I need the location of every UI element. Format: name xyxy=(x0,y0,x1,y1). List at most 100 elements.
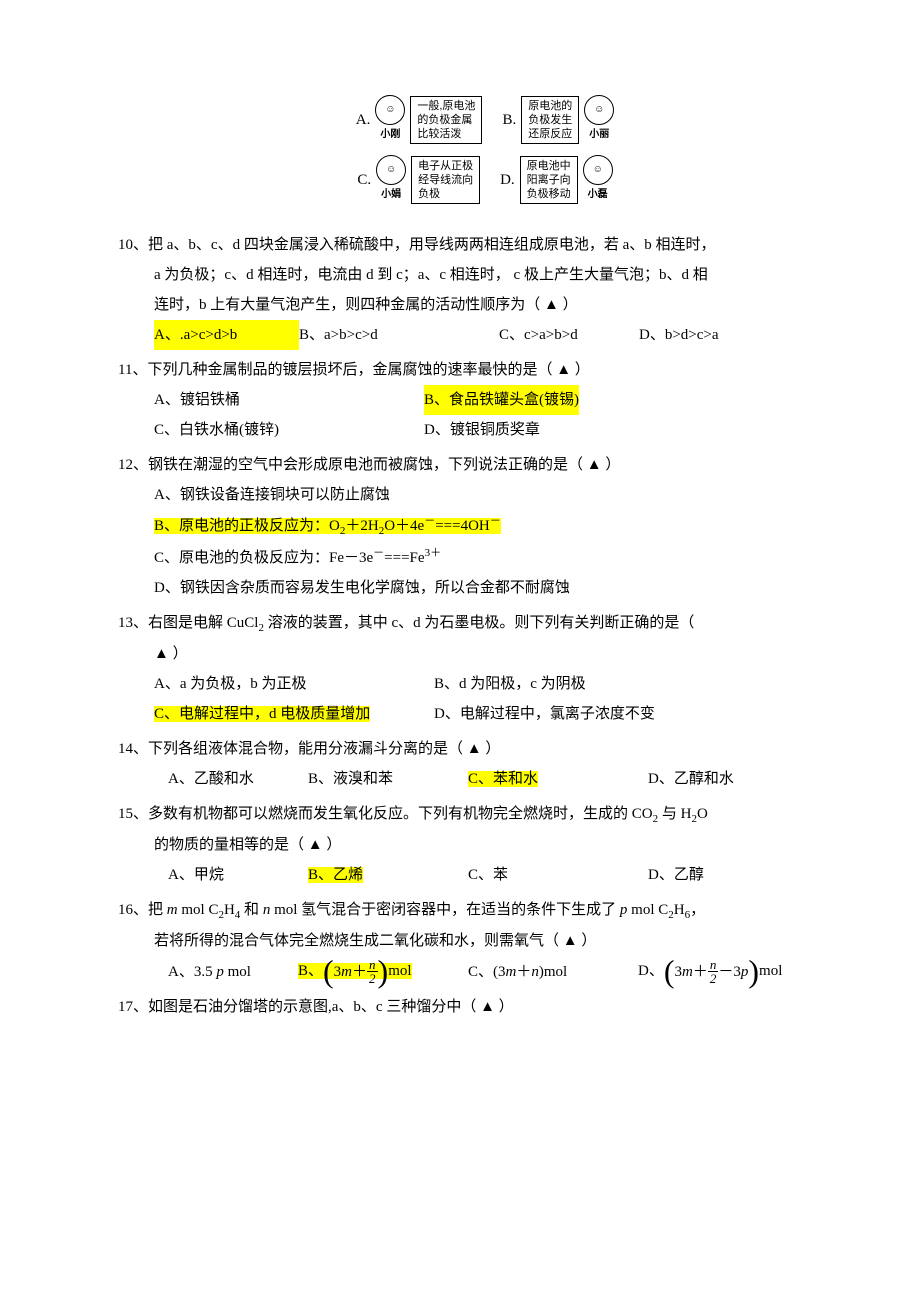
q13-opt-a: A、a 为负极，b 为正极 xyxy=(154,669,434,699)
avatar-a: ☺ xyxy=(375,95,405,125)
q16a-post: mol xyxy=(224,964,251,980)
q11-opt-a: A、镀铝铁桶 xyxy=(154,385,424,415)
q12-opt-c: C、原电池的负极反应为：Fe－3e－===Fe3＋ xyxy=(118,542,802,573)
speech-c: 电子从正极经导线流向负极 xyxy=(411,156,480,205)
q16-opt-c: C、(3m＋n)mol xyxy=(468,957,638,987)
q10-opt-b: B、a>b>c>d xyxy=(299,320,499,350)
question-10: 10、把 a、b、c、d 四块金属浸入稀硫酸中，用导线两两相连组成原电池，若 a… xyxy=(118,230,802,350)
q15-l1-post: O xyxy=(697,806,708,822)
q14-opt-a: A、乙酸和水 xyxy=(168,764,308,794)
q16d-post: mol xyxy=(759,963,782,979)
q11-options-row2: C、白铁水桶(镀锌) D、镀银铜质奖章 xyxy=(118,415,802,445)
q16b-pre: B、 xyxy=(298,963,323,979)
q12b-p4: ===4OH xyxy=(435,518,490,534)
avatar-d: ☺ xyxy=(583,155,613,185)
q13-l1-post: 溶液的装置，其中 c、d 为石墨电极。则下列有关判断正确的是（ xyxy=(264,615,694,631)
q13-options-row2: C、电解过程中，d 电极质量增加 D、电解过程中，氯离子浓度不变 xyxy=(118,699,802,729)
q14-opt-c-wrap: C、苯和水 xyxy=(468,764,648,794)
q10-line2: a 为负极；c、d 相连时，电流由 d 到 c；a、c 相连时， c 极上产生大… xyxy=(118,260,802,290)
diagram-item-b: B. 原电池的负极发生还原反应 ☺ 小丽 xyxy=(502,95,614,145)
q12b-p2: ＋2H xyxy=(345,518,378,534)
label-d: D. xyxy=(500,165,515,195)
q15-l1-mid: 与 H xyxy=(658,806,691,822)
q16-l1-f: mol C xyxy=(627,902,668,918)
q10-opt-a: A、.a>c>d>b xyxy=(154,320,299,350)
label-c: C. xyxy=(357,165,371,195)
q15-opt-a: A、甲烷 xyxy=(168,860,308,890)
question-17: 17、如图是石油分馏塔的示意图,a、b、c 三种馏分中（ ▲ ） xyxy=(118,992,802,1022)
q14-line1: 14、下列各组液体混合物，能用分液漏斗分离的是（ ▲ ） xyxy=(118,734,802,764)
q13-l1-pre: 13、右图是电解 CuCl xyxy=(118,615,258,631)
q11-options-row1: A、镀铝铁桶 B、食品铁罐头盒(镀锡) xyxy=(118,385,802,415)
q13-options-row1: A、a 为负极，b 为正极 B、d 为阳极，c 为阴极 xyxy=(118,669,802,699)
q12-line1: 12、钢铁在潮湿的空气中会形成原电池而被腐蚀，下列说法正确的是（ ▲ ） xyxy=(118,450,802,480)
diagram-row-1: A. ☺ 小刚 一般,原电池的负极金属比较活泼 B. 原电池的负极发生还原反应 … xyxy=(356,95,614,145)
question-12: 12、钢铁在潮湿的空气中会形成原电池而被腐蚀，下列说法正确的是（ ▲ ） A、钢… xyxy=(118,450,802,603)
q16c-post: )mol xyxy=(539,964,567,980)
q16-line1: 16、把 m mol C2H4 和 n mol 氢气混合于密闭容器中，在适当的条… xyxy=(118,895,802,926)
diagram-item-d: D. 原电池中阳离子向负极移动 ☺ 小磊 xyxy=(500,155,613,205)
q11-opt-c: C、白铁水桶(镀锌) xyxy=(154,415,424,445)
question-13: 13、右图是电解 CuCl2 溶液的装置，其中 c、d 为石墨电极。则下列有关判… xyxy=(118,608,802,729)
q9-diagram: A. ☺ 小刚 一般,原电池的负极金属比较活泼 B. 原电池的负极发生还原反应 … xyxy=(168,90,802,210)
q15-opt-b: B、乙烯 xyxy=(308,867,363,883)
q10-line3: 连时，b 上有大量气泡产生，则四种金属的活动性顺序为（ ▲ ） xyxy=(118,290,802,320)
q15-opt-d: D、乙醇 xyxy=(648,860,704,890)
avatar-name-d: 小磊 xyxy=(588,185,608,205)
q15-options: A、甲烷 B、乙烯 C、苯 D、乙醇 xyxy=(118,860,802,890)
q11-opt-d: D、镀银铜质奖章 xyxy=(424,415,540,445)
avatar-name-c: 小娟 xyxy=(381,185,401,205)
diagram-row-2: C. ☺ 小娟 电子从正极经导线流向负极 D. 原电池中阳离子向负极移动 ☺ 小… xyxy=(357,155,612,205)
q16-l1-h: ， xyxy=(690,902,705,918)
q12c-p1: C、原电池的负极反应为：Fe－3e xyxy=(154,550,373,566)
q16-l1-b: mol C xyxy=(178,902,219,918)
q13-opt-c: C、电解过程中，d 电极质量增加 xyxy=(154,706,370,722)
q12-opt-d: D、钢铁因含杂质而容易发生电化学腐蚀，所以合金都不耐腐蚀 xyxy=(118,573,802,603)
q12-opt-b-wrap: B、原电池的正极反应为：O2＋2H2O＋4e－===4OH－ xyxy=(118,510,802,542)
q15-opt-b-wrap: B、乙烯 xyxy=(308,860,468,890)
q12b-p1: B、原电池的正极反应为：O xyxy=(154,518,340,534)
q16-l1-e: mol 氢气混合于密闭容器中，在适当的条件下生成了 xyxy=(270,902,620,918)
label-a: A. xyxy=(356,105,371,135)
q10-opt-c: C、c>a>b>d xyxy=(499,320,639,350)
q13-opt-d: D、电解过程中，氯离子浓度不变 xyxy=(434,699,655,729)
q13-line1: 13、右图是电解 CuCl2 溶液的装置，其中 c、d 为石墨电极。则下列有关判… xyxy=(118,608,802,639)
q16a-pre: A、3.5 xyxy=(168,964,216,980)
q16c-pre: C、(3 xyxy=(468,964,506,980)
q13-opt-c-wrap: C、电解过程中，d 电极质量增加 xyxy=(154,699,434,729)
q16-l1-a: 16、把 xyxy=(118,902,167,918)
q16-opt-d: D、(3m＋n2－3p)mol xyxy=(638,956,782,987)
speech-d: 原电池中阳离子向负极移动 xyxy=(520,156,578,205)
diagram-item-a: A. ☺ 小刚 一般,原电池的负极金属比较活泼 xyxy=(356,95,483,145)
question-14: 14、下列各组液体混合物，能用分液漏斗分离的是（ ▲ ） A、乙酸和水 B、液溴… xyxy=(118,734,802,794)
q15-line1: 15、多数有机物都可以燃烧而发生氧化反应。下列有机物完全燃烧时，生成的 CO2 … xyxy=(118,799,802,830)
q15-l1-pre: 15、多数有机物都可以燃烧而发生氧化反应。下列有机物完全燃烧时，生成的 CO xyxy=(118,806,653,822)
q16-options: A、3.5 p mol B、(3m＋n2)mol C、(3m＋n)mol D、(… xyxy=(118,956,802,987)
q13-line2: ▲ ） xyxy=(118,639,802,669)
q16-l1-g: H xyxy=(674,902,685,918)
q10-line1: 10、把 a、b、c、d 四块金属浸入稀硫酸中，用导线两两相连组成原电池，若 a… xyxy=(118,230,802,260)
q17-line1: 17、如图是石油分馏塔的示意图,a、b、c 三种馏分中（ ▲ ） xyxy=(118,992,802,1022)
q16-l1-c: H xyxy=(224,902,235,918)
q16-l1-d: 和 xyxy=(240,902,263,918)
q11-line1: 11、下列几种金属制品的镀层损坏后，金属腐蚀的速率最快的是（ ▲ ） xyxy=(118,355,802,385)
q16d-pre: D、 xyxy=(638,963,664,979)
q16-line2: 若将所得的混合气体完全燃烧生成二氧化碳和水，则需氧气（ ▲ ） xyxy=(118,926,802,956)
q14-opt-d: D、乙醇和水 xyxy=(648,764,734,794)
avatar-name-b: 小丽 xyxy=(589,125,609,145)
q16b-post: mol xyxy=(388,963,411,979)
q11-opt-b: B、食品铁罐头盒(镀锡) xyxy=(424,385,579,415)
speech-a: 一般,原电池的负极金属比较活泼 xyxy=(410,96,482,145)
speech-b: 原电池的负极发生还原反应 xyxy=(521,96,579,145)
label-b: B. xyxy=(502,105,516,135)
q13-opt-b: B、d 为阳极，c 为阴极 xyxy=(434,669,586,699)
q14-opt-c: C、苯和水 xyxy=(468,771,538,787)
q12-opt-b: B、原电池的正极反应为：O2＋2H2O＋4e－===4OH－ xyxy=(154,518,501,534)
q14-opt-b: B、液溴和苯 xyxy=(308,764,468,794)
question-11: 11、下列几种金属制品的镀层损坏后，金属腐蚀的速率最快的是（ ▲ ） A、镀铝铁… xyxy=(118,355,802,445)
q12-opt-a: A、钢铁设备连接铜块可以防止腐蚀 xyxy=(118,480,802,510)
q16c-mid: ＋ xyxy=(516,964,531,980)
question-15: 15、多数有机物都可以燃烧而发生氧化反应。下列有机物完全燃烧时，生成的 CO2 … xyxy=(118,799,802,890)
q10-opt-d: D、b>d>c>a xyxy=(639,320,719,350)
avatar-b: ☺ xyxy=(584,95,614,125)
